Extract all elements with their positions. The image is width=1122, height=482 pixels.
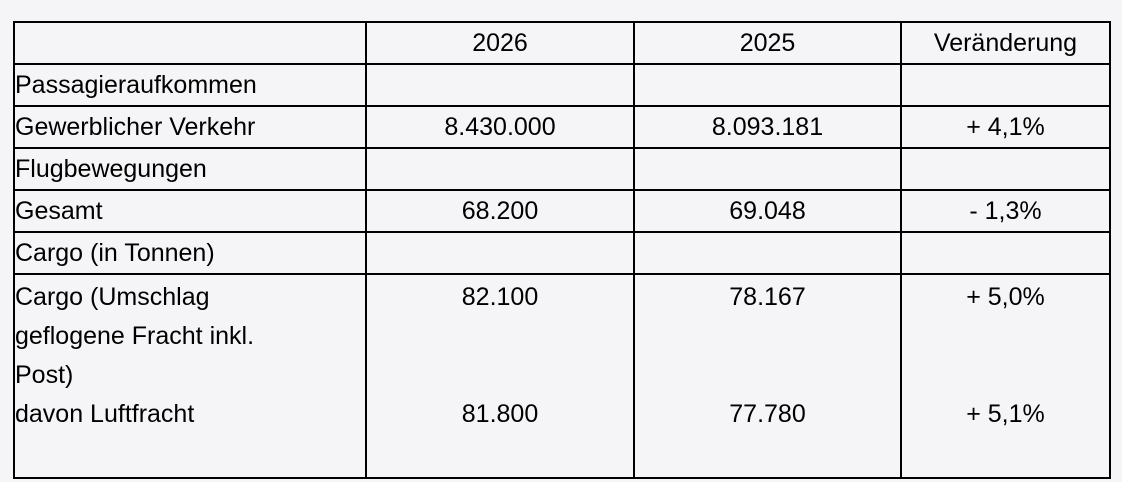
cell-line xyxy=(368,317,632,356)
value-2025-cell xyxy=(633,63,902,107)
row-label-cell: Flugbewegungen xyxy=(13,147,367,191)
change-cell xyxy=(900,231,1111,275)
value-2026-cell: 68.200 xyxy=(365,189,635,233)
cell-line: + 5,1% xyxy=(966,400,1045,428)
cell-line: 81.800 xyxy=(461,400,539,428)
value-2026-cell xyxy=(365,231,635,275)
table-row-cargo-in-tonnen: Cargo (in Tonnen) xyxy=(13,231,1111,275)
value-2025-cell: 8.093.181 xyxy=(633,105,902,149)
row-label-cell: Cargo (Umschlag geflogene Fracht inkl. Pos… xyxy=(13,273,367,479)
cell-line: geflogene Fracht inkl. xyxy=(15,322,255,350)
value-2026-cell xyxy=(365,63,635,107)
table-row-gewerblicher-verkehr: Gewerblicher Verkehr 8.430.000 8.093.181… xyxy=(13,105,1111,149)
change-cell: - 1,3% xyxy=(900,189,1111,233)
table-row-gesamt: Gesamt 68.200 69.048 - 1,3% xyxy=(13,189,1111,233)
header-2026-cell: 2026 xyxy=(365,21,635,65)
cell-line: davon Luftfracht xyxy=(15,400,195,428)
header-2025-cell: 2025 xyxy=(633,21,902,65)
table-row-cargo-detail: Cargo (Umschlag geflogene Fracht inkl. Pos… xyxy=(13,273,1111,479)
value-2025-cell: 69.048 xyxy=(633,189,902,233)
cell-line: 82.100 xyxy=(461,283,539,311)
cell-line: 78.167 xyxy=(729,283,806,311)
change-cell: + 4,1% xyxy=(900,105,1111,149)
value-2025-cell: 78.167 77.780 xyxy=(633,273,902,479)
cell-line: Post) xyxy=(15,361,74,389)
row-label-cell: Gewerblicher Verkehr xyxy=(13,105,367,149)
change-cell: + 5,0% + 5,1% xyxy=(900,273,1111,479)
cell-line xyxy=(636,317,899,356)
value-2025-cell xyxy=(633,147,902,191)
cell-line xyxy=(368,356,632,395)
row-label-cell: Cargo (in Tonnen) xyxy=(13,231,367,275)
change-cell xyxy=(900,63,1111,107)
row-label-cell: Passagieraufkommen xyxy=(13,63,367,107)
value-2026-cell: 82.100 81.800 xyxy=(365,273,635,479)
table-header-row: 2026 2025 Veränderung xyxy=(13,21,1111,65)
traffic-statistics-table: 2026 2025 Veränderung Passagieraufkommen… xyxy=(13,21,1111,479)
change-cell xyxy=(900,147,1111,191)
value-2026-cell: 8.430.000 xyxy=(365,105,635,149)
cell-line: Cargo (Umschlag xyxy=(15,283,210,311)
cell-line: 77.780 xyxy=(729,400,806,428)
header-veraenderung-cell: Veränderung xyxy=(900,21,1111,65)
row-label-cell: Gesamt xyxy=(13,189,367,233)
value-2026-cell xyxy=(365,147,635,191)
table-row-passagieraufkommen: Passagieraufkommen xyxy=(13,63,1111,107)
table-row-flugbewegungen: Flugbewegungen xyxy=(13,147,1111,191)
value-2025-cell xyxy=(633,231,902,275)
cell-line xyxy=(903,356,1108,395)
cell-line: + 5,0% xyxy=(966,283,1045,311)
cell-line xyxy=(903,317,1108,356)
header-empty-cell xyxy=(13,21,367,65)
cell-line xyxy=(636,356,899,395)
